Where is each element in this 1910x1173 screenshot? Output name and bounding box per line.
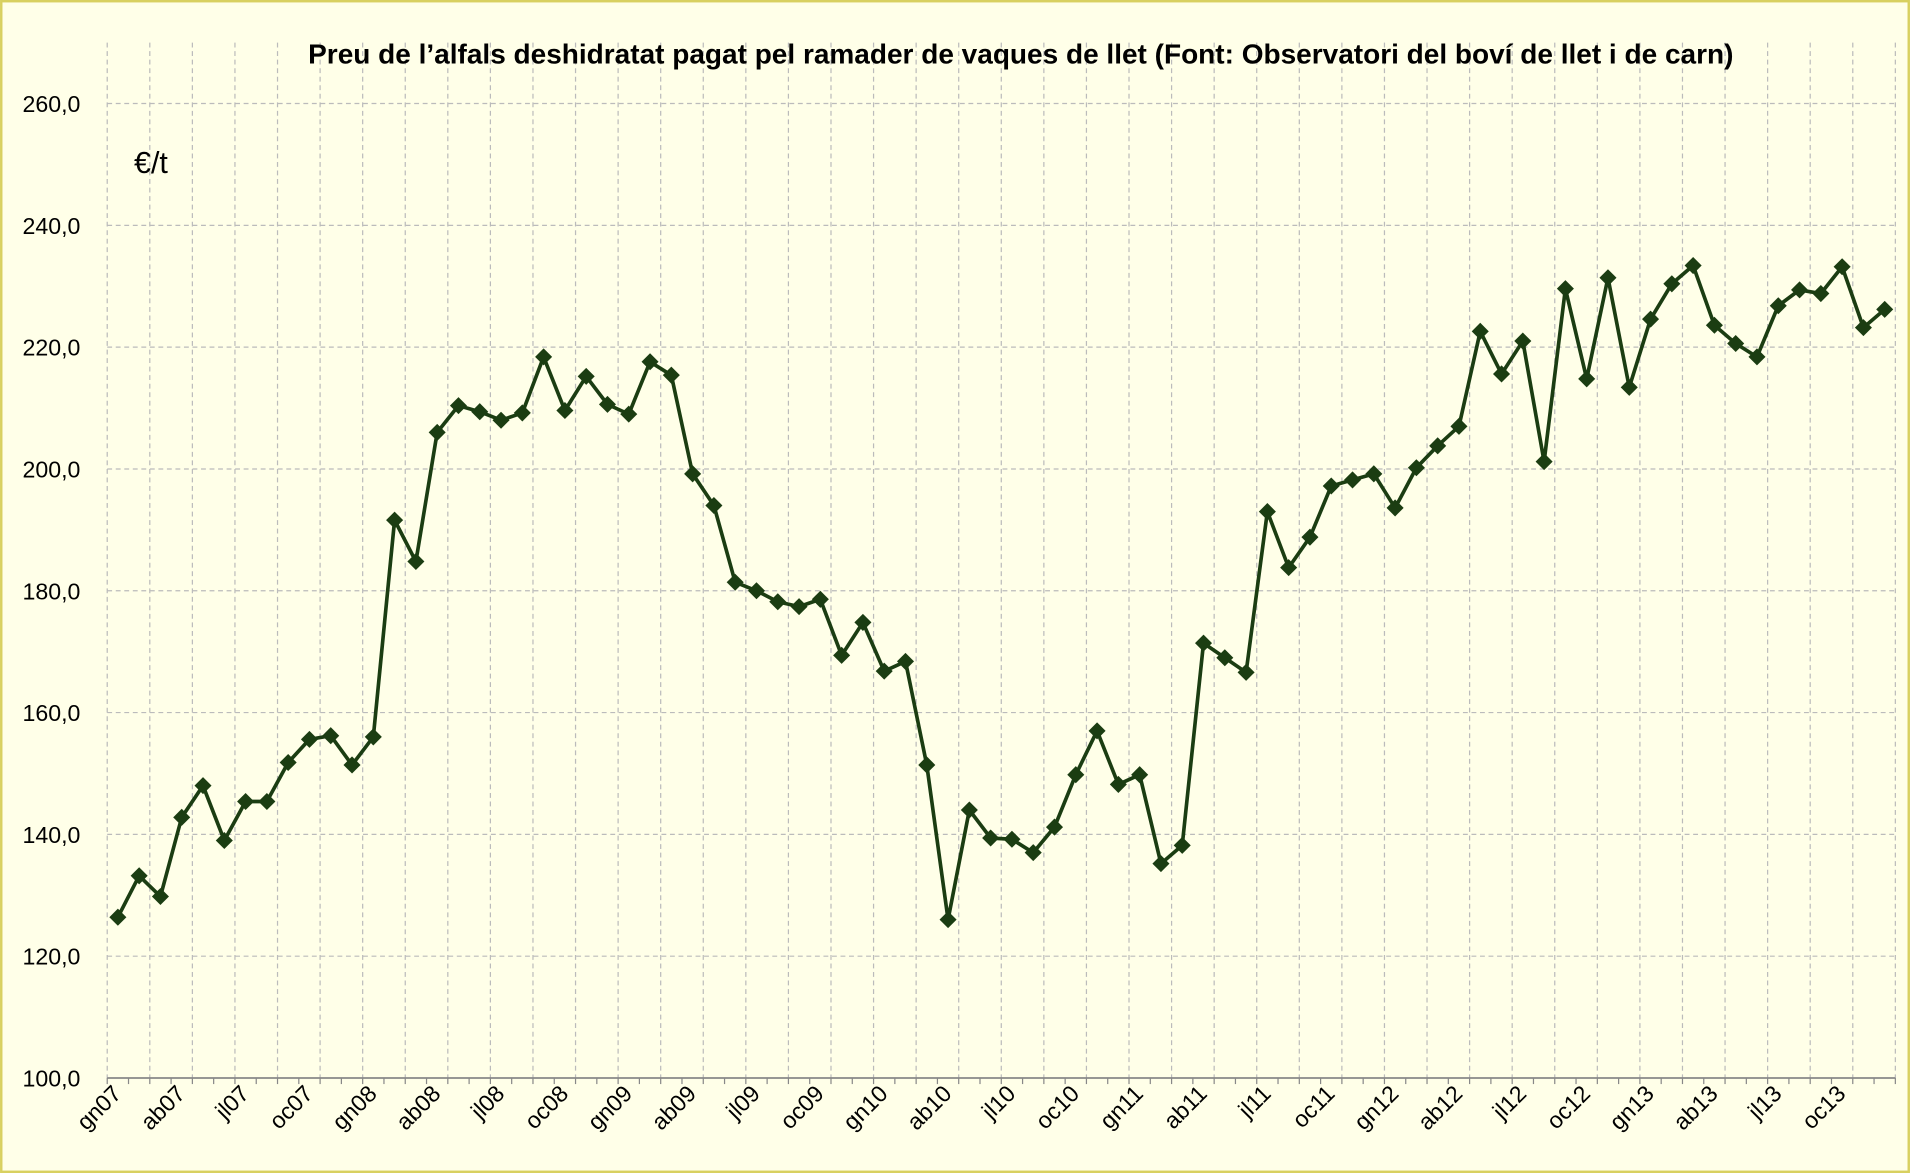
marker	[1727, 334, 1745, 353]
marker	[641, 353, 659, 371]
marker	[279, 753, 297, 772]
marker	[109, 908, 127, 926]
marker	[407, 553, 425, 571]
marker	[215, 831, 233, 849]
marker	[960, 801, 978, 819]
marker	[1258, 503, 1276, 521]
marker	[1343, 471, 1362, 489]
marker	[769, 593, 787, 611]
marker	[194, 777, 212, 795]
marker	[875, 662, 893, 680]
marker	[1748, 348, 1766, 366]
marker	[620, 405, 638, 423]
y-tick-label: 260,0	[23, 91, 81, 117]
marker	[1535, 453, 1553, 471]
marker	[173, 808, 191, 826]
marker	[1109, 775, 1127, 793]
marker	[1194, 634, 1213, 652]
marker	[300, 730, 318, 748]
marker	[1599, 269, 1617, 287]
marker	[1365, 465, 1383, 483]
marker	[939, 911, 957, 929]
marker	[1045, 818, 1064, 836]
y-tick-label: 220,0	[23, 335, 81, 361]
y-tick-label: 160,0	[23, 700, 81, 726]
marker	[237, 792, 255, 811]
marker	[982, 829, 1000, 847]
marker	[1493, 365, 1511, 383]
y-tick-label: 100,0	[23, 1066, 81, 1092]
marker	[258, 792, 276, 811]
marker	[364, 728, 382, 746]
marker	[1684, 257, 1702, 275]
marker	[1876, 300, 1894, 318]
marker	[1067, 766, 1085, 784]
marker	[1854, 319, 1872, 337]
marker	[1216, 649, 1234, 667]
marker	[322, 727, 340, 745]
marker	[535, 348, 553, 366]
marker	[130, 867, 148, 885]
marker	[811, 590, 829, 608]
y-tick-label: 140,0	[23, 822, 81, 848]
y-tick-label: 180,0	[23, 578, 81, 604]
marker	[556, 401, 574, 420]
marker	[1173, 836, 1191, 854]
y-tick-label: 120,0	[23, 944, 81, 970]
marker	[1642, 310, 1660, 328]
marker	[1280, 559, 1298, 577]
marker	[598, 395, 616, 413]
marker	[428, 423, 446, 441]
marker	[726, 573, 744, 591]
marker	[1471, 322, 1489, 340]
marker	[1407, 459, 1425, 477]
marker	[1386, 499, 1404, 517]
marker	[449, 397, 467, 415]
marker	[1769, 297, 1787, 315]
marker	[1812, 285, 1830, 303]
marker	[343, 756, 361, 774]
grid	[106, 42, 1896, 1078]
marker	[1131, 766, 1149, 784]
marker	[854, 613, 872, 631]
marker	[1003, 830, 1021, 848]
marker	[577, 367, 595, 385]
marker	[1578, 370, 1596, 388]
marker	[790, 598, 808, 616]
marker	[896, 652, 915, 670]
marker	[1705, 316, 1723, 334]
marker	[705, 496, 723, 515]
marker	[684, 465, 702, 483]
y-tick-label: 240,0	[23, 213, 81, 239]
marker	[151, 887, 169, 906]
line-series	[116, 263, 1886, 922]
marker	[1237, 663, 1255, 681]
marker	[1088, 722, 1106, 740]
y-axis-unit: €/t	[134, 146, 168, 180]
marker	[492, 411, 510, 429]
chart-title: Preu de l’alfals deshidratat pagat pel r…	[308, 38, 1733, 69]
marker	[471, 403, 489, 421]
marker	[747, 582, 766, 600]
marker	[833, 646, 851, 664]
marker	[918, 756, 936, 774]
marker	[662, 366, 680, 384]
marker	[513, 404, 531, 422]
y-tick-label: 200,0	[23, 456, 81, 482]
